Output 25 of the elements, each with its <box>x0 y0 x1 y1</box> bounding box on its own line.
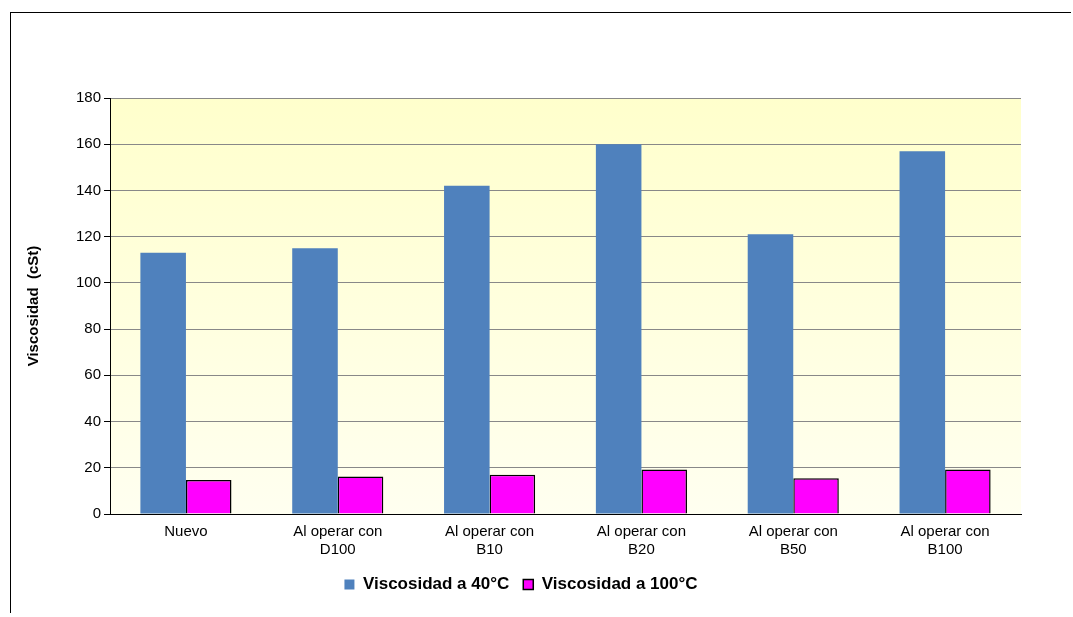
y-tick-label: 20 <box>84 457 102 475</box>
y-tick-label: 60 <box>84 365 102 383</box>
x-tick-label: Al operar con B20 <box>596 522 687 558</box>
x-tick-label: Al operar con B50 <box>748 522 838 558</box>
x-tick-label: Nuevo <box>164 522 208 540</box>
y-tick-label: 40 <box>84 411 102 429</box>
bar <box>140 252 186 514</box>
bar <box>444 185 490 514</box>
y-tick-label: 100 <box>76 273 102 291</box>
bar <box>595 144 642 514</box>
x-tick-label: Al operar con B100 <box>900 522 990 558</box>
y-tick-label: 140 <box>76 180 102 198</box>
y-tick-label: 80 <box>84 319 102 337</box>
bar <box>899 151 946 514</box>
y-tick-label: 0 <box>92 504 102 522</box>
y-tick-label: 180 <box>76 88 102 106</box>
bar <box>292 248 338 514</box>
legend-label: Viscosidad a 100°C <box>541 574 698 594</box>
x-tick-label: Al operar con D100 <box>293 522 383 558</box>
bar <box>747 234 794 514</box>
y-axis-title: Viscosidad (cSt) <box>24 245 42 367</box>
y-tick-label: 120 <box>76 226 102 244</box>
y-tick-label: 160 <box>76 134 102 152</box>
x-tick-label: Al operar con B10 <box>444 522 535 558</box>
legend-label: Viscosidad a 40°C <box>362 574 510 594</box>
